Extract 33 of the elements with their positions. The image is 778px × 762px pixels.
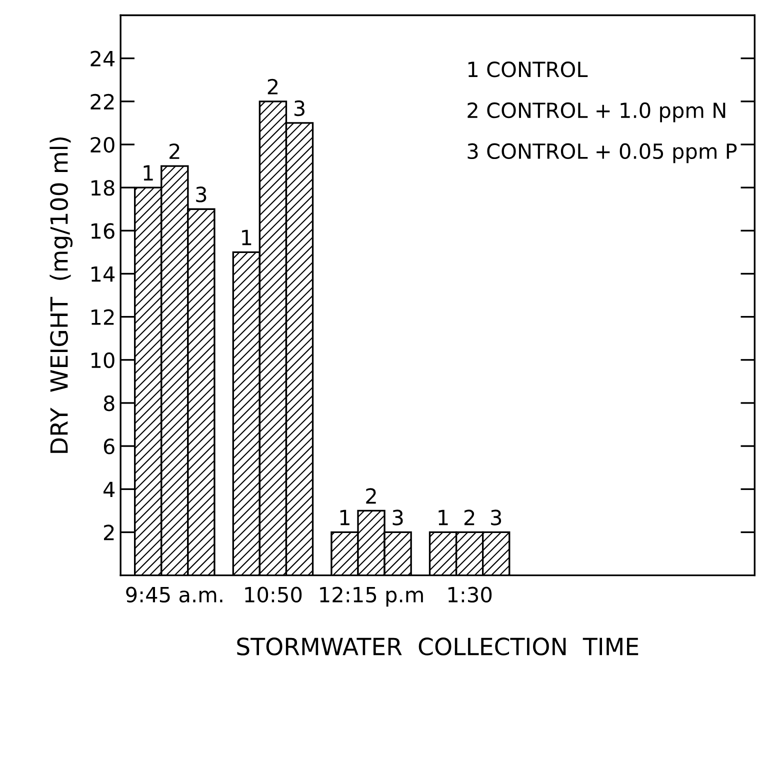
text: 2 bbox=[170, 143, 180, 159]
y-tick-label: 12 bbox=[92, 309, 114, 325]
y-tick-label: 4 bbox=[103, 482, 115, 498]
text: 3 bbox=[491, 510, 502, 526]
series-label: 2 bbox=[268, 78, 278, 94]
series-label: 1 bbox=[144, 165, 153, 180]
x-tick-label: 10:50 bbox=[245, 586, 302, 603]
y-tick-label: 22 bbox=[90, 94, 114, 110]
text: 1 bbox=[438, 510, 448, 526]
text: 3 bbox=[392, 510, 403, 526]
y-axis-title: DRY WEIGHT (mg/100 ml) bbox=[50, 137, 73, 453]
x-tick-label: 1:30 bbox=[448, 586, 492, 603]
y-tick-label: 16 bbox=[92, 223, 114, 239]
text: 2 bbox=[366, 488, 376, 504]
y-tick-label: 24 bbox=[90, 50, 115, 66]
x-tick-label: 9:45 a.m. bbox=[126, 586, 222, 603]
text: 3 bbox=[196, 186, 206, 202]
series-label: 3 bbox=[294, 100, 304, 116]
y-tick-label: 18 bbox=[92, 180, 114, 196]
text: 1 bbox=[242, 230, 252, 246]
x-tick-label: 12:15 p.m bbox=[320, 586, 423, 607]
y-tick-label: 8 bbox=[104, 395, 114, 412]
annotation: 2 CONTROL + 1.0 ppm N bbox=[468, 102, 726, 122]
annotation: 3 CONTROL + 0.05 ppm P bbox=[468, 143, 737, 164]
y-tick-label: 6 bbox=[104, 438, 114, 454]
text: 1 bbox=[340, 510, 350, 526]
text: 2 bbox=[464, 510, 474, 526]
annotation: 1 CONTROL bbox=[468, 62, 588, 78]
y-tick-label: 14 bbox=[92, 266, 115, 282]
y-tick-label: 20 bbox=[90, 136, 114, 153]
x-axis-title: STORMWATER COLLECTION TIME bbox=[237, 638, 638, 656]
y-tick-label: 2 bbox=[104, 524, 114, 540]
y-tick-label: 10 bbox=[92, 352, 114, 368]
